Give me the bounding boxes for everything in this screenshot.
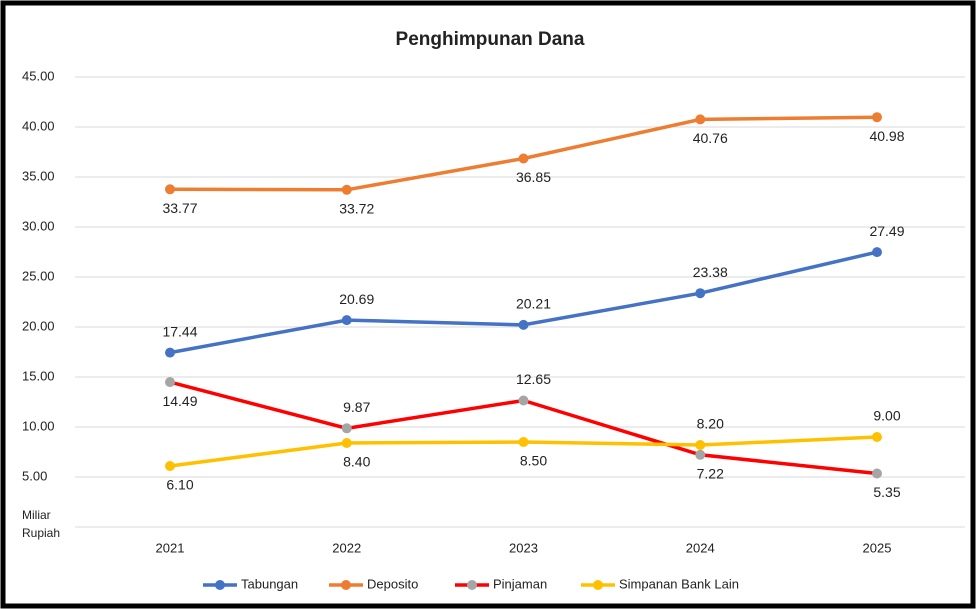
legend-marker: [215, 580, 225, 590]
point: [695, 449, 706, 460]
point: [518, 395, 529, 406]
y-tick-label: 20.00: [22, 318, 55, 333]
x-tick-label: 2023: [509, 540, 538, 555]
point: [695, 440, 706, 450]
point: [341, 184, 352, 195]
data-label: 6.10: [166, 477, 193, 493]
legend-label: Pinjaman: [493, 576, 547, 591]
data-label: 33.77: [162, 200, 197, 216]
x-tick-label: 2025: [863, 540, 892, 555]
point: [872, 432, 882, 442]
x-tick-label: 2022: [332, 540, 361, 555]
data-label: 36.85: [516, 169, 551, 185]
x-tick-label: 2021: [156, 540, 185, 555]
y-tick-label: 5.00: [22, 468, 47, 483]
data-label: 40.76: [693, 130, 728, 146]
y-axis-label: Miliar Rupiah: [22, 508, 60, 540]
data-label: 9.00: [873, 408, 900, 424]
legend-marker: [467, 580, 477, 590]
point: [341, 315, 352, 326]
data-label: 12.65: [516, 371, 551, 387]
point: [518, 437, 529, 447]
point: [165, 184, 175, 195]
point: [341, 438, 352, 448]
y-tick-label: 30.00: [22, 218, 55, 233]
data-label: 8.40: [343, 454, 370, 470]
point: [872, 247, 882, 258]
data-label: 20.69: [339, 291, 374, 307]
legend-label: Deposito: [367, 576, 418, 591]
legend-marker: [341, 580, 351, 590]
x-tick-label: 2024: [686, 540, 715, 555]
data-label: 14.49: [162, 393, 197, 409]
point: [165, 377, 175, 388]
chart-title: Penghimpunan Dana: [396, 29, 585, 50]
data-label: 5.35: [873, 484, 900, 500]
y-tick-label: 45.00: [22, 68, 55, 83]
y-tick-label: 40.00: [22, 118, 55, 133]
point: [518, 319, 529, 330]
data-label: 33.72: [339, 201, 374, 217]
y-tick-label: 15.00: [22, 368, 55, 383]
data-label: 40.98: [869, 128, 904, 144]
data-label: 8.50: [520, 453, 547, 469]
point: [165, 461, 175, 471]
point: [872, 468, 882, 479]
point: [872, 112, 882, 123]
data-label: 7.22: [697, 466, 724, 482]
data-label: 8.20: [697, 416, 724, 432]
y-tick-label: 10.00: [22, 418, 55, 433]
legend-marker: [593, 580, 603, 590]
data-label: 20.21: [516, 296, 551, 312]
point: [695, 114, 706, 125]
data-label: 27.49: [869, 223, 904, 239]
point: [518, 153, 529, 164]
point: [341, 423, 352, 434]
legend-label: Simpanan Bank Lain: [619, 576, 739, 591]
data-label: 9.87: [343, 399, 370, 415]
point: [695, 288, 706, 299]
legend-label: Tabungan: [241, 576, 298, 591]
data-label: 17.44: [162, 323, 197, 339]
y-tick-label: 25.00: [22, 268, 55, 283]
point: [165, 347, 175, 358]
y-tick-label: 35.00: [22, 168, 55, 183]
data-label: 23.38: [693, 264, 728, 280]
